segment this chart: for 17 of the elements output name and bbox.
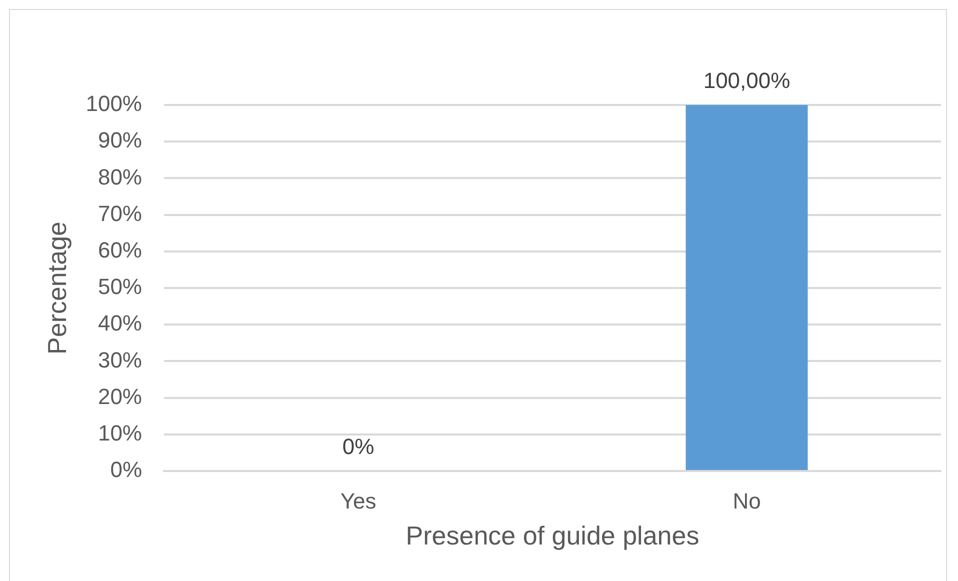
y-tick-label: 90%	[98, 128, 142, 153]
y-tick-label: 100%	[86, 91, 142, 116]
data-label: 100,00%	[703, 68, 790, 94]
y-tick-label: 30%	[98, 347, 142, 372]
x-tick-label: Yes	[340, 488, 376, 514]
y-tick-label: 70%	[98, 200, 142, 226]
x-tick-label: No	[732, 488, 761, 514]
y-tick-label: 10%	[98, 420, 142, 446]
y-tick-label: 20%	[98, 384, 142, 409]
y-tick-label: 80%	[98, 164, 142, 190]
y-tick-label: 50%	[98, 274, 142, 300]
y-tick-label: 40%	[98, 310, 142, 336]
data-label: 0%	[342, 434, 374, 460]
y-axis-title: Percentage	[42, 222, 72, 354]
x-axis-title: Presence of guide planes	[406, 520, 700, 551]
y-tick-label: 0%	[110, 457, 142, 482]
y-tick-label: 60%	[98, 237, 142, 262]
